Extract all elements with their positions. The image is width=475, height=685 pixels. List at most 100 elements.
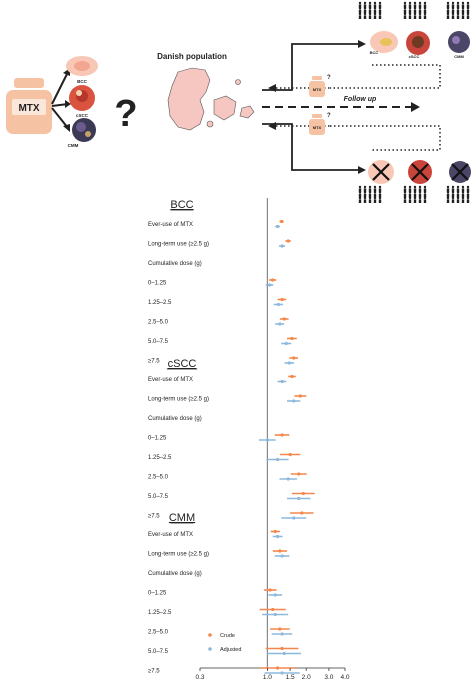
crude-point [278,549,282,553]
person-icon [423,185,427,192]
row-label: Cumulative dose (g) [148,416,202,422]
small-question-top: ? [327,75,331,81]
cancer-label-cscc: cSCC [76,113,89,118]
crude-point [280,297,284,302]
crude-point [280,433,284,437]
legend: Crude Adjusted [208,633,241,653]
x-axis-ticks: 0.3 1.0 1.5 2.0 3.0 4.0 [195,668,350,681]
outcome-cmm-icon [448,31,470,53]
crude-point [271,278,275,282]
study-schematic: MTX BCC cSCC CMM ? [6,1,471,203]
person-icon [413,7,417,14]
person-icon [373,12,377,19]
follow-up-label: Follow up [344,96,377,103]
person-icon [408,7,412,14]
person-icon [403,7,407,14]
adjusted-point [278,322,282,326]
person-icon [403,191,407,198]
person-icon [451,191,455,198]
small-drug-label-top: MTX [313,87,322,92]
person-icon [378,12,382,19]
adjusted-point [280,379,284,384]
outcome-cscc-icon [406,31,430,55]
person-icon [403,196,407,203]
adjusted-point [276,534,280,539]
row-label: 2.5–5.0 [148,320,169,326]
person-icon [456,185,460,192]
adjusted-point [292,516,296,520]
cancer-label-bcc: BCC [77,79,87,84]
person-icon [418,185,422,192]
person-icon [368,12,372,19]
small-drug-label-bottom: MTX [313,125,322,130]
row-label: Ever-use of MTX [148,222,193,228]
adjusted-point [280,244,284,248]
x-tick-label: 3.0 [324,674,333,681]
person-icon [373,196,377,203]
outcome-label-bcc: BCC [370,50,379,55]
crude-point [286,239,290,243]
person-icon [423,196,427,203]
group-title: cSCC [168,358,197,370]
row-label: 0–1.25 [148,591,167,597]
crude-point [273,529,277,534]
crude-point [276,666,280,670]
person-icon [408,1,412,8]
exposure-dotted-lines [330,64,441,151]
person-icon [446,191,450,198]
crude-point [301,491,305,496]
row-label: ≥7.5 [148,669,160,675]
person-icon [466,185,470,192]
group-title: BCC [170,199,193,211]
person-icon [461,185,465,192]
person-icon [446,1,450,8]
adjusted-point [282,651,286,656]
person-icon [358,196,362,203]
person-icon [358,1,362,8]
person-icon [413,12,417,19]
crude-point [271,607,275,612]
adjusted-point [280,554,284,558]
person-icon [461,196,465,203]
drug-arrows [51,71,69,129]
row-label: Long-term use (≥2.5 g) [148,242,209,248]
crude-point [278,627,282,631]
forest-plot: BCC Ever-use of MTX Long-term use (≥2.5 g)… [148,198,350,681]
legend-marker [208,647,212,651]
person-icon [418,12,422,19]
person-icon [403,1,407,8]
person-icon [423,1,427,8]
person-icon [373,191,377,198]
bcc-lesion-icon [66,56,98,76]
person-icon [446,7,450,14]
person-icon [368,185,372,192]
row-label: 1.25–2.5 [148,610,172,616]
adjusted-point [280,632,284,636]
person-icon [378,196,382,203]
person-icon [408,12,412,19]
person-icon [403,185,407,192]
crude-point [280,219,284,224]
person-icon [358,185,362,192]
row-label: 2.5–5.0 [148,475,169,481]
forest-groups: BCC Ever-use of MTX Long-term use (≥2.5 g)… [148,199,315,675]
question-mark: ? [114,93,137,135]
person-icon [413,191,417,198]
legend-label: Crude [220,633,235,639]
person-icon [363,12,367,19]
adjusted-point [273,612,277,617]
person-icon [363,1,367,8]
person-icon [373,185,377,192]
cancer-label-cmm: CMM [68,143,79,148]
person-icon [378,191,382,198]
person-icon [363,191,367,198]
small-mtx-bottle-top-icon [309,76,325,97]
row-label: 5.0–7.5 [148,339,169,345]
crude-point [297,472,301,476]
row-label: Long-term use (≥2.5 g) [148,552,209,558]
population-title: Danish population [157,52,227,61]
group-bcc: BCC Ever-use of MTX Long-term use (≥2.5 g)… [148,199,299,365]
cmm-lesion-icon [72,118,96,142]
adjusted-point [273,593,277,597]
